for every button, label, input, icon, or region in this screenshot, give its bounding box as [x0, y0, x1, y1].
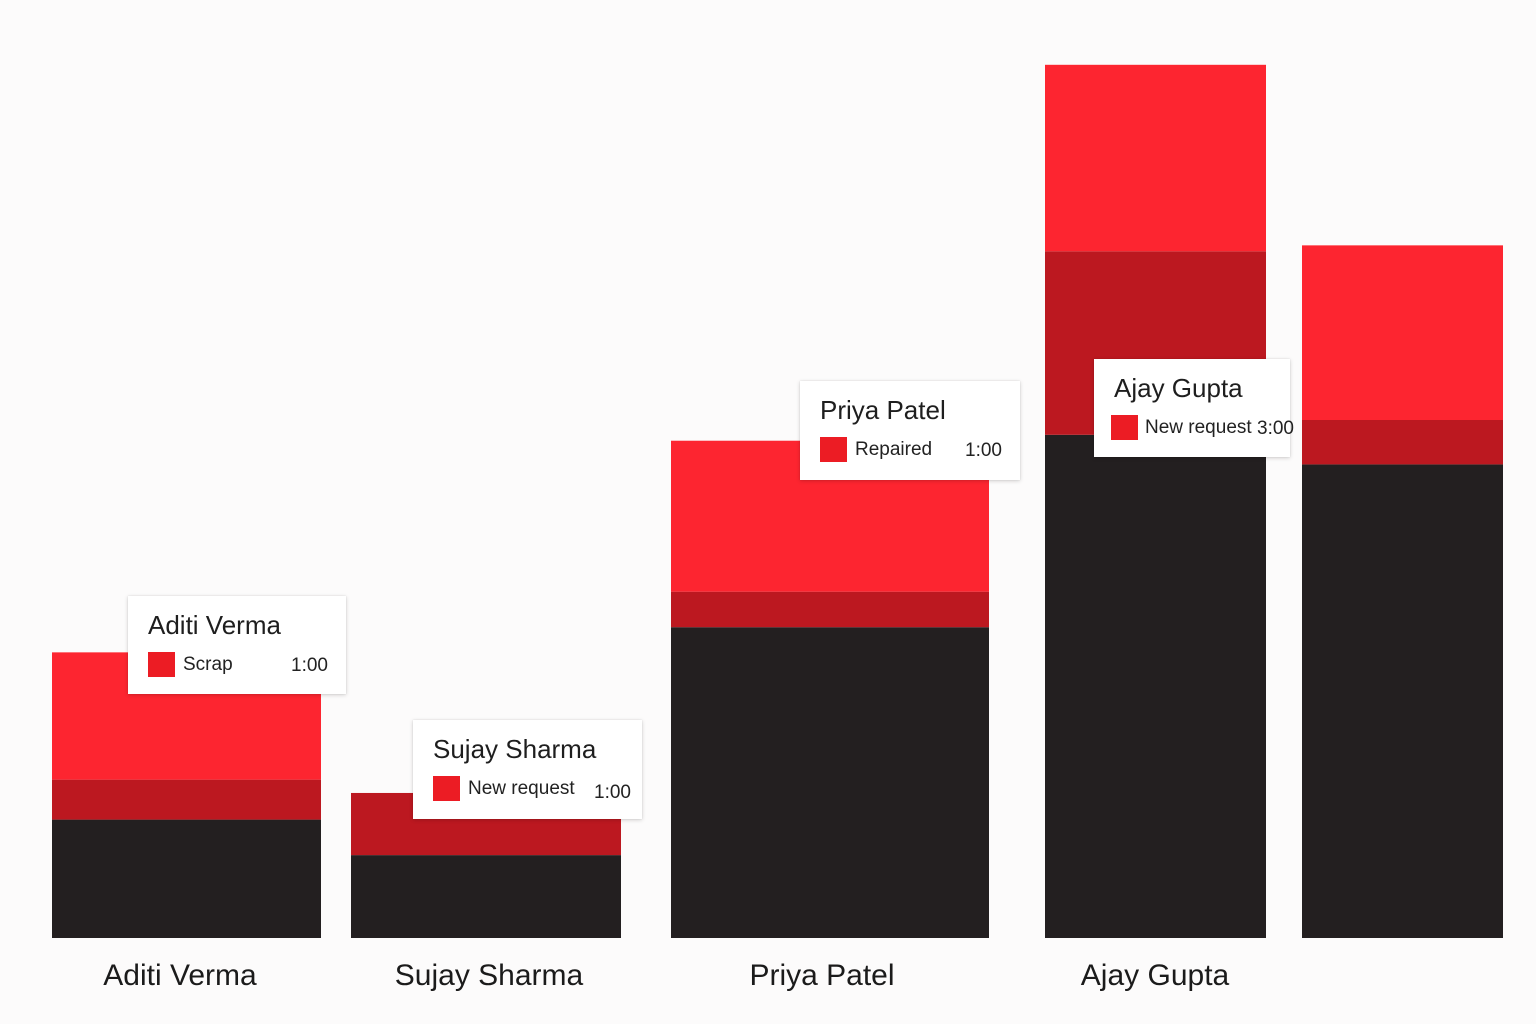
bar-segment-bright-red-5 [1302, 245, 1503, 420]
status-swatch [148, 652, 175, 677]
tooltip-status: New request [468, 778, 575, 799]
bar-segment-black-4 [1045, 434, 1266, 938]
bar-segment-black-3 [671, 627, 989, 938]
status-swatch [820, 437, 847, 462]
tooltip-name: Ajay Gupta [1114, 373, 1243, 403]
bar-segment-dark-red-5 [1302, 420, 1503, 465]
tooltip-status: New request [1145, 417, 1252, 438]
category-label-priya-patel: Priya Patel [749, 959, 895, 992]
bar-segment-bright-red-4 [1045, 64, 1266, 252]
tooltip-status: Scrap [183, 654, 233, 675]
bar-segment-black-1 [52, 819, 321, 938]
bar-segment-dark-red-1 [52, 779, 321, 820]
tooltip-time: 1:00 [594, 782, 631, 803]
tooltip-priya-patel: Priya Patel Repaired 1:00 [800, 381, 1020, 480]
bar-segment-black-5 [1302, 464, 1503, 938]
category-label-aditi-verma: Aditi Verma [103, 959, 257, 992]
tooltip-time: 1:00 [291, 655, 328, 676]
tooltip-aditi-verma: Aditi Verma Scrap 1:00 [128, 596, 346, 694]
tooltip-ajay-gupta: Ajay Gupta New request 3:00 [1094, 359, 1294, 457]
tooltip-name: Sujay Sharma [433, 734, 597, 764]
tooltip-time: 1:00 [965, 440, 1002, 461]
tooltip-sujay-sharma: Sujay Sharma New request 1:00 [413, 720, 642, 819]
status-swatch [1111, 415, 1138, 440]
tooltip-name: Aditi Verma [148, 610, 281, 640]
tooltip-time: 3:00 [1257, 418, 1294, 439]
bar-segment-black-2 [351, 855, 621, 938]
category-label-sujay-sharma: Sujay Sharma [394, 959, 584, 992]
bar-segment-dark-red-3 [671, 591, 989, 628]
tooltip-status: Repaired [855, 439, 933, 460]
status-swatch [433, 776, 460, 801]
tooltip-name: Priya Patel [820, 395, 946, 425]
category-label-ajay-gupta: Ajay Gupta [1080, 959, 1230, 992]
